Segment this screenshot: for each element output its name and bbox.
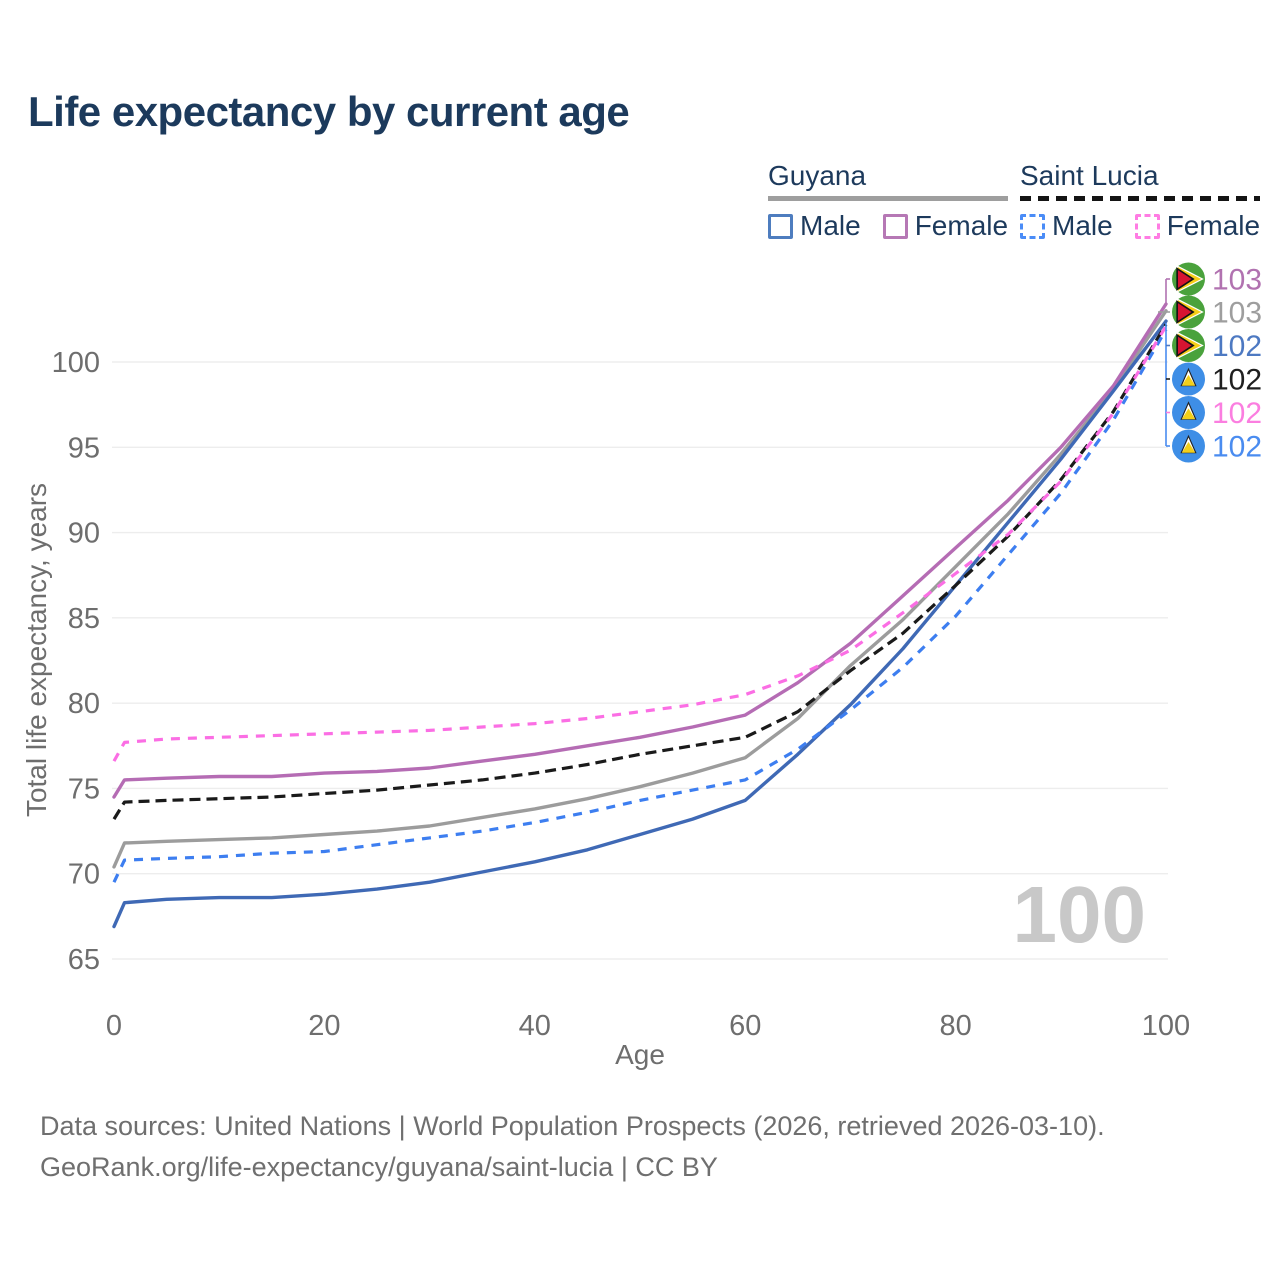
end-label-saint-lucia-female[interactable]: 102 [1172,396,1262,430]
legend-item-guyana-male[interactable]: Male [768,210,861,242]
x-tick-label-60: 60 [729,1010,761,1042]
legend-country-guyana[interactable]: Guyana [768,160,867,191]
age-watermark-value: 100 [1013,870,1146,959]
footer-georank-link[interactable]: GeoRank.org/life-expectancy/guyana/saint… [40,1152,718,1182]
age-watermark: 100 [1013,870,1146,959]
end-label-guyana-female[interactable]: 103 [1172,262,1262,297]
series-line-saint-lucia-female[interactable] [112,325,1168,762]
end-label-value-saint-lucia-female: 102 [1212,397,1262,430]
saint-lucia-flag-icon[interactable] [1172,396,1205,429]
guyana-male-swatch-icon [768,213,793,239]
end-label-value-guyana-total: 103 [1212,297,1262,330]
series-line-guyana-total[interactable] [112,309,1168,869]
end-label-saint-lucia-total[interactable]: 102 [1172,362,1262,397]
series-line-saint-lucia-total[interactable] [112,323,1168,820]
end-label-leader-lines [1158,278,1170,447]
legend-underline-saint-lucia [1020,196,1261,201]
guyana-female-swatch-icon [882,213,908,239]
legend-label-saint-lucia-male: Male [1052,210,1113,241]
guyana-flag-icon[interactable] [1172,295,1205,329]
y-tick-label-90: 90 [68,518,100,550]
legend-label-guyana-male: Male [800,210,861,241]
saint-lucia-flag-icon[interactable] [1172,362,1205,396]
end-label-value-guyana-male: 102 [1212,330,1262,363]
y-tick-label-100: 100 [52,347,100,379]
saint-lucia-female-swatch-icon [1134,213,1160,239]
guyana-flag-icon[interactable] [1172,329,1205,362]
y-tick-label-65: 65 [68,944,100,976]
footer-data-sources: Data sources: United Nations | World Pop… [40,1111,1105,1141]
y-tick-label-85: 85 [68,603,100,635]
legend-country-saint-lucia[interactable]: Saint Lucia [1020,160,1159,191]
page-title: Life expectancy by current age [28,88,630,135]
x-tick-label-20: 20 [308,1010,340,1042]
legend-underline-guyana [768,196,1009,201]
x-tick-label-40: 40 [519,1010,551,1042]
end-label-value-guyana-female: 103 [1212,264,1262,297]
y-tick-label-95: 95 [68,432,100,464]
end-label-saint-lucia-male[interactable]: 102 [1172,429,1262,464]
x-tick-label-80: 80 [939,1010,971,1042]
end-label-value-saint-lucia-male: 102 [1212,431,1262,464]
y-tick-label-70: 70 [68,859,100,891]
legend-group-saint-lucia: Saint Lucia Male Female [1020,160,1261,242]
gridlines [112,361,1168,960]
series-line-guyana-female[interactable] [112,302,1168,799]
axis-labels: 65 70 75 80 85 90 95 100 0 20 40 60 80 100 Age Total li… [21,347,1190,1070]
footer: Data sources: United Nations | World Pop… [40,1106,1105,1188]
saint-lucia-flag-icon[interactable] [1172,429,1205,463]
legend-item-saint-lucia-female[interactable]: Female [1134,210,1261,242]
guyana-flag-icon[interactable] [1172,262,1205,296]
saint-lucia-male-swatch-icon [1020,213,1045,239]
y-tick-label-80: 80 [68,688,100,720]
x-axis-title: Age [615,1039,665,1070]
series-line-saint-lucia-male[interactable] [112,328,1168,883]
x-tick-label-100: 100 [1142,1010,1190,1042]
legend-group-guyana: Guyana Male Female [768,160,1009,242]
y-tick-label-75: 75 [68,773,100,805]
end-label-guyana-male[interactable]: 102 [1172,329,1262,363]
y-axis-title: Total life expectancy, years [21,483,52,817]
legend-item-saint-lucia-male[interactable]: Male [1020,210,1113,242]
legend-label-guyana-female: Female [914,210,1009,241]
series-lines [112,302,1168,929]
legend-label-saint-lucia-female: Female [1166,210,1261,241]
end-label-value-saint-lucia-total: 102 [1212,364,1262,397]
series-line-guyana-male[interactable] [112,319,1168,929]
x-tick-label-0: 0 [106,1010,122,1042]
end-label-guyana-total[interactable]: 103 [1172,295,1262,330]
legend-item-guyana-female[interactable]: Female [882,210,1009,242]
